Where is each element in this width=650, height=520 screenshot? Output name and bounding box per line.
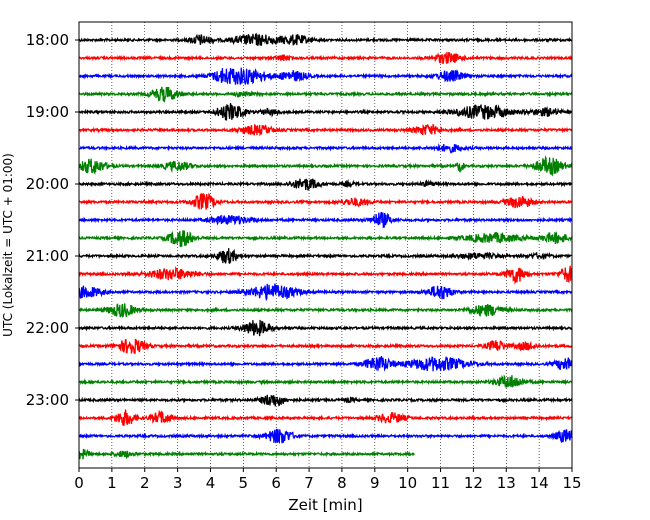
trace-row-5 bbox=[78, 123, 573, 137]
trace-row-9 bbox=[78, 192, 573, 210]
y-tick-label: 23:00 bbox=[26, 391, 69, 409]
trace-row-3 bbox=[78, 86, 573, 103]
y-tick-label: 22:00 bbox=[26, 319, 69, 337]
x-tick-label: 3 bbox=[173, 474, 183, 492]
trace-row-21 bbox=[78, 409, 573, 426]
y-tick-label: 20:00 bbox=[26, 175, 69, 193]
x-tick-label: 8 bbox=[337, 474, 347, 492]
trace-row-6 bbox=[78, 142, 573, 154]
trace-row-0 bbox=[78, 32, 573, 46]
trace-row-12 bbox=[78, 248, 573, 265]
y-axis-label: UTC (Lokalzeit = UTC + 01:00) bbox=[1, 153, 15, 337]
trace-row-20 bbox=[78, 394, 573, 407]
x-tick-label: 7 bbox=[304, 474, 314, 492]
trace-row-15 bbox=[78, 303, 573, 319]
trace-row-11 bbox=[78, 230, 573, 247]
y-tick-label: 18:00 bbox=[26, 31, 69, 49]
x-axis-ticks: 0 1 2 3 4 5 6 7 8 9 10 11 12 13 14 15 bbox=[74, 468, 582, 492]
x-tick-label: 0 bbox=[74, 474, 84, 492]
trace-row-13 bbox=[78, 265, 573, 286]
x-tick-label: 6 bbox=[271, 474, 281, 492]
vertical-gridlines bbox=[111, 22, 540, 468]
x-tick-label: 11 bbox=[431, 474, 450, 492]
x-tick-label: 4 bbox=[206, 474, 216, 492]
x-tick-label: 15 bbox=[562, 474, 581, 492]
y-tick-label: 21:00 bbox=[26, 247, 69, 265]
x-tick-label: 9 bbox=[370, 474, 380, 492]
trace-row-16 bbox=[78, 319, 573, 337]
trace-row-10 bbox=[78, 211, 573, 229]
x-tick-label: 10 bbox=[398, 474, 417, 492]
x-tick-label: 12 bbox=[464, 474, 483, 492]
trace-row-4 bbox=[78, 103, 573, 121]
seismic-traces bbox=[78, 32, 573, 460]
x-tick-label: 1 bbox=[107, 474, 117, 492]
trace-row-8 bbox=[78, 178, 573, 191]
trace-row-22 bbox=[78, 428, 573, 445]
x-axis-label: Zeit [min] bbox=[288, 496, 362, 514]
trace-row-7 bbox=[78, 155, 573, 177]
trace-row-14 bbox=[78, 283, 573, 302]
y-tick-label: 19:00 bbox=[26, 103, 69, 121]
x-tick-label: 14 bbox=[530, 474, 549, 492]
trace-row-19 bbox=[78, 374, 573, 388]
x-tick-label: 13 bbox=[497, 474, 516, 492]
trace-row-23 bbox=[78, 448, 415, 460]
trace-row-17 bbox=[78, 338, 573, 355]
trace-row-18 bbox=[78, 356, 573, 372]
y-axis-ticks: 18:00 19:00 20:00 21:00 22:00 23:00 bbox=[26, 31, 79, 409]
plot-frame bbox=[78, 21, 573, 469]
x-tick-label: 2 bbox=[140, 474, 150, 492]
x-tick-label: 5 bbox=[239, 474, 249, 492]
trace-row-2 bbox=[78, 67, 573, 86]
trace-row-1 bbox=[78, 51, 573, 65]
